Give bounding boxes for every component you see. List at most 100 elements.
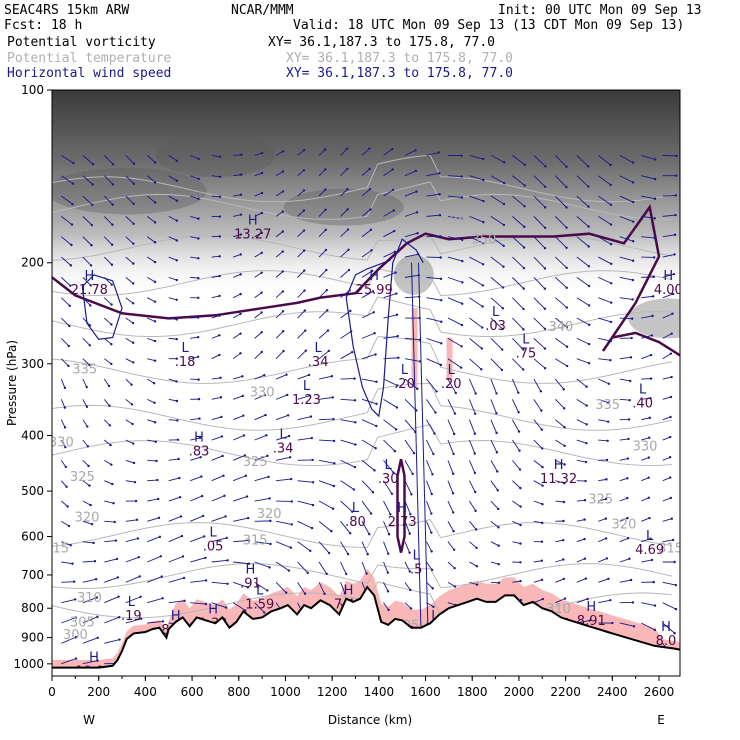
wind-vector — [555, 559, 564, 563]
wind-vector — [555, 337, 568, 348]
wind-vector — [211, 275, 220, 278]
wind-vector-head — [451, 492, 455, 495]
wind-vector-head — [519, 505, 522, 508]
wind-vector-head — [540, 409, 543, 412]
wind-vector-head — [652, 256, 656, 259]
wind-vector — [82, 616, 98, 624]
wind-vector-head — [325, 288, 328, 292]
wind-vector — [361, 148, 370, 156]
wind-vector-head — [497, 581, 501, 584]
wind-vector-head — [392, 471, 395, 474]
wind-vector — [60, 399, 66, 408]
wind-vector — [404, 541, 411, 553]
wind-vector-head — [197, 257, 200, 260]
wind-vector — [232, 455, 246, 461]
field-xy-pv: XY= 36.1,187.3 to 175.8, 77.0 — [268, 35, 495, 50]
wind-vector — [662, 436, 671, 441]
wind-vector — [598, 358, 611, 361]
extremum-letter: L — [413, 548, 421, 563]
pv-shading-blob — [155, 133, 276, 178]
wind-vector — [576, 175, 589, 187]
wind-vector-head — [260, 231, 264, 235]
wind-vector-head — [324, 168, 327, 171]
wind-vector — [469, 256, 484, 265]
wind-vector — [447, 500, 454, 513]
wind-vector-head — [110, 323, 113, 326]
wind-vector-head — [246, 516, 250, 520]
wind-vector-head — [132, 282, 135, 285]
wind-vector — [104, 358, 112, 365]
wind-vector — [297, 230, 305, 238]
wind-vector — [61, 297, 71, 307]
wind-vector-head — [311, 503, 315, 507]
wind-vector — [447, 215, 463, 220]
wind-vector — [598, 478, 607, 482]
wind-vector — [190, 154, 199, 160]
wind-vector — [490, 541, 499, 547]
wind-vector — [61, 338, 70, 347]
wind-vector — [61, 581, 75, 583]
wind-vector — [598, 175, 612, 186]
extremum-value: 25.99 — [356, 283, 393, 298]
wind-vector-head — [302, 169, 306, 172]
wind-vector — [190, 356, 199, 360]
wind-vector — [254, 394, 266, 400]
wind-vector-head — [304, 349, 308, 352]
wind-vector-head — [91, 162, 95, 166]
theta-label: 335 — [72, 363, 97, 378]
wind-vector — [61, 317, 70, 327]
y-tick-label: 200 — [21, 256, 44, 270]
wind-vector — [125, 459, 135, 464]
wind-vector — [103, 277, 113, 286]
wind-vector-head — [218, 274, 221, 278]
wind-vector — [533, 338, 546, 349]
wind-vector-head — [440, 320, 443, 323]
wind-vector-head — [432, 452, 435, 456]
wind-vector-head — [218, 334, 221, 337]
wind-vector — [469, 154, 484, 160]
wind-vector — [190, 535, 205, 543]
wind-vector — [469, 480, 476, 493]
wind-vector — [125, 378, 132, 386]
wind-vector-head — [369, 208, 372, 211]
wind-vector — [82, 578, 97, 583]
theta-label: 315 — [658, 542, 683, 557]
wind-vector — [619, 215, 634, 223]
wind-vector-head — [303, 309, 307, 312]
wind-vector-head — [260, 211, 264, 215]
wind-vector — [147, 337, 156, 342]
theta-contour — [52, 382, 672, 431]
wind-vector — [512, 439, 520, 451]
wind-vector — [598, 378, 609, 385]
wind-vector — [340, 500, 353, 513]
wind-vector-head — [452, 452, 455, 456]
wind-vector-head — [474, 509, 477, 513]
wind-vector-head — [108, 424, 112, 427]
wind-vector-head — [183, 599, 186, 602]
wind-vector — [619, 622, 635, 627]
wind-vector-head — [562, 500, 566, 504]
wind-vector-head — [543, 327, 547, 330]
wind-vector-head — [310, 436, 314, 440]
wind-vector-head — [346, 228, 350, 231]
wind-vector-head — [414, 430, 417, 434]
extremum-letter: H — [246, 562, 256, 577]
wind-vector — [619, 195, 634, 203]
wind-vector — [168, 317, 177, 320]
wind-vector — [598, 297, 612, 304]
wind-vector-head — [153, 300, 157, 303]
wind-vector — [447, 561, 455, 569]
wind-vector — [426, 439, 434, 455]
wind-vector — [168, 195, 178, 202]
extremum-value: 13.27 — [234, 227, 271, 242]
wind-vector — [404, 419, 416, 433]
wind-vector — [190, 437, 201, 441]
wind-vector-head — [132, 442, 135, 445]
wind-vector-head — [392, 209, 395, 212]
wind-vector — [340, 310, 351, 319]
wind-vector — [490, 236, 504, 247]
field-xy-theta: XY= 36.1,187.3 to 175.8, 77.0 — [286, 51, 513, 66]
wind-vector-head — [632, 625, 636, 628]
wind-vector-head — [74, 657, 78, 660]
wind-vector — [318, 289, 328, 299]
